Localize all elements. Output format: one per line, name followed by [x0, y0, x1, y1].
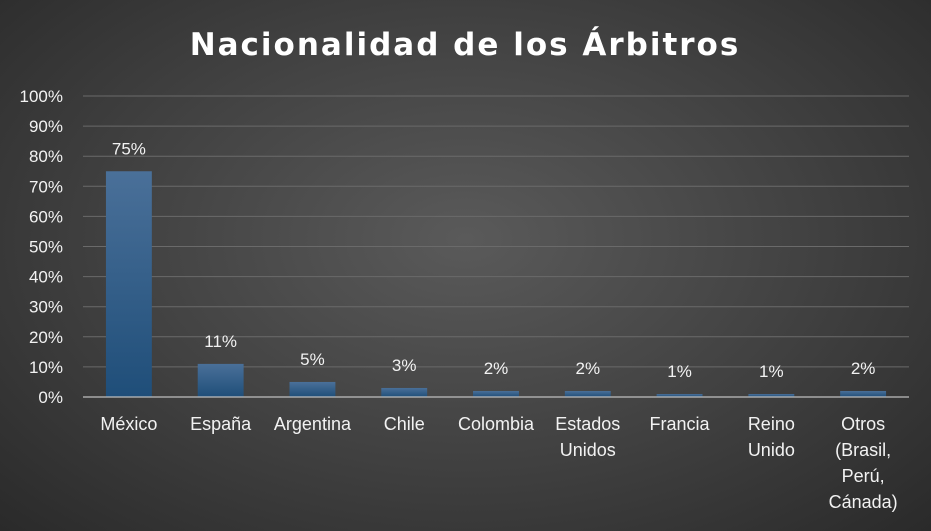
y-tick-label: 60% [29, 207, 63, 226]
data-label: 2% [851, 359, 876, 378]
x-category-label: Colombia [458, 414, 535, 434]
data-label: 5% [300, 350, 325, 369]
x-category-label: Otros (Brasil, Perú, Cánada) [829, 414, 898, 512]
bar [840, 390, 887, 397]
data-label: 2% [484, 359, 509, 378]
x-category-label: Estados Unidos [555, 414, 620, 460]
y-tick-label: 20% [29, 328, 63, 347]
x-axis-categories: México España Argentina Chile Colombia Estado… [100, 414, 897, 512]
y-tick-label: 90% [29, 117, 63, 136]
y-axis-ticks: 0% 10% 20% 30% 40% 50% 60% 70% 80% 90% 100% [20, 87, 63, 407]
bar [105, 171, 152, 397]
data-label: 1% [667, 362, 692, 381]
bar [748, 393, 795, 397]
bars [105, 171, 887, 397]
chart-title: Nacionalidad de los Árbitros [190, 27, 741, 63]
x-category-label: Francia [650, 414, 711, 434]
data-label: 2% [575, 359, 600, 378]
y-tick-label: 0% [38, 388, 63, 407]
gridlines [83, 95, 909, 368]
y-tick-label: 100% [20, 87, 63, 106]
y-tick-label: 50% [29, 238, 63, 257]
data-label: 75% [112, 139, 146, 158]
data-label: 11% [204, 332, 237, 351]
bar [564, 390, 611, 397]
bar [381, 387, 428, 397]
x-category-label: México [100, 414, 157, 434]
y-tick-label: 40% [29, 268, 63, 287]
bar [656, 393, 703, 397]
data-label: 3% [392, 356, 417, 375]
x-category-label: Reino Unido [748, 414, 795, 460]
bar [473, 390, 519, 397]
y-tick-label: 70% [29, 177, 63, 196]
bar [289, 381, 336, 397]
x-category-label: Chile [384, 414, 425, 434]
bar [197, 363, 244, 397]
y-tick-label: 30% [29, 298, 63, 317]
y-tick-label: 80% [29, 147, 63, 166]
data-labels: 75% 11% 5% 3% 2% 2% 1% 1% 2% [112, 139, 876, 381]
x-category-label: Argentina [274, 414, 352, 434]
x-category-label: España [190, 414, 252, 434]
y-tick-label: 10% [29, 358, 63, 377]
data-label: 1% [759, 362, 784, 381]
